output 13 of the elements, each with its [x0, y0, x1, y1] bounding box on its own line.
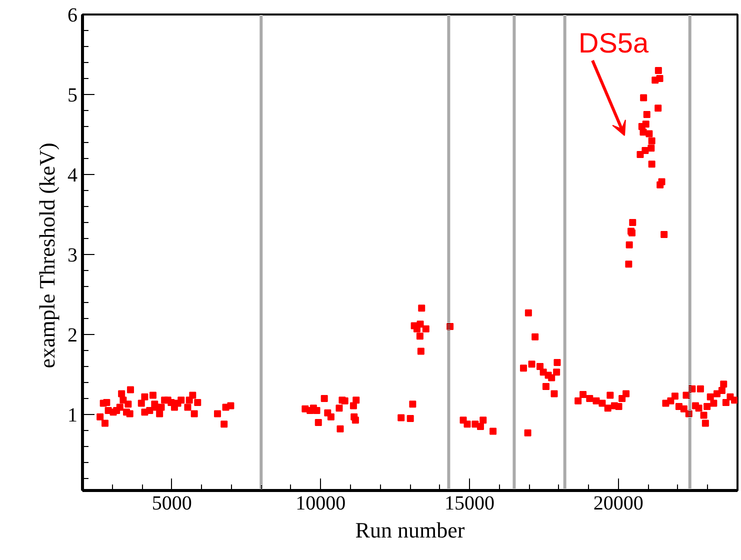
y-tick-label: 2 — [68, 324, 78, 346]
x-tick-label: 15000 — [444, 492, 495, 514]
y-tick-label: 6 — [68, 4, 78, 26]
y-tick-label: 4 — [68, 164, 78, 186]
annotation: DS5a — [578, 28, 649, 58]
x-tick-label: 10000 — [296, 492, 346, 514]
x-tick-label: 20000 — [593, 492, 644, 514]
x-tick-label: 5000 — [152, 492, 192, 514]
y-tick-label: 1 — [68, 404, 78, 426]
y-tick-label: 3 — [68, 244, 78, 266]
x-axis-title: Run number — [355, 518, 466, 542]
y-axis-title: example Threshold (keV) — [34, 142, 60, 368]
y-tick-label: 5 — [68, 84, 78, 106]
